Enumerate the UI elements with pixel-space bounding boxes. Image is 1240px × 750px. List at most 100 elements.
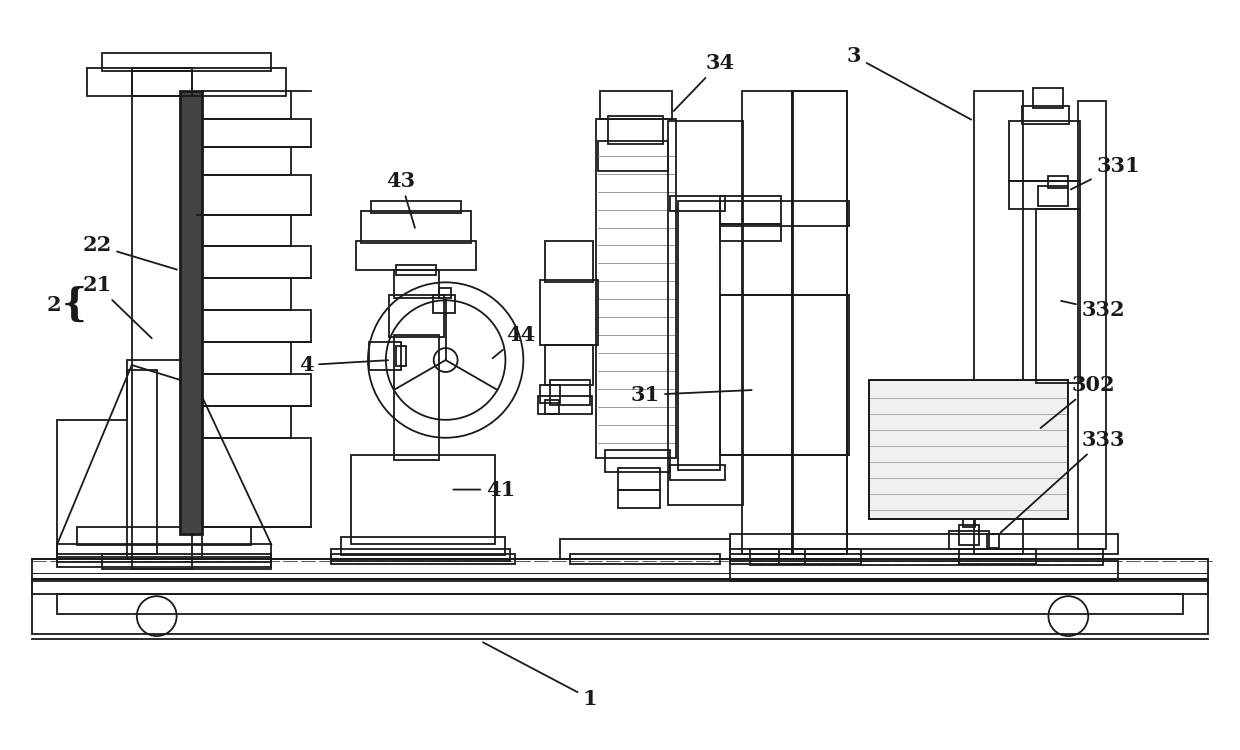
- Bar: [439, 288, 450, 298]
- Bar: [1033, 88, 1064, 108]
- Bar: [1037, 209, 1080, 383]
- Bar: [1048, 176, 1069, 188]
- Text: 3: 3: [847, 46, 971, 119]
- Bar: [729, 535, 1118, 554]
- Bar: [370, 342, 401, 370]
- Text: 332: 332: [1061, 300, 1125, 320]
- Bar: [1008, 181, 1080, 209]
- Bar: [546, 241, 593, 282]
- Bar: [32, 579, 1208, 634]
- Bar: [202, 310, 311, 342]
- Bar: [959, 526, 978, 545]
- Bar: [202, 214, 291, 247]
- Bar: [869, 380, 1069, 520]
- Bar: [792, 91, 847, 554]
- Bar: [729, 561, 1118, 581]
- Bar: [719, 201, 849, 226]
- Bar: [678, 201, 719, 470]
- Bar: [180, 91, 202, 535]
- Bar: [719, 224, 781, 242]
- Bar: [57, 557, 272, 567]
- Bar: [341, 538, 506, 555]
- Bar: [131, 68, 192, 96]
- Bar: [962, 520, 975, 527]
- Text: 41: 41: [454, 479, 515, 500]
- Bar: [869, 380, 1069, 520]
- Bar: [780, 549, 861, 564]
- Bar: [396, 346, 405, 366]
- Bar: [719, 296, 849, 454]
- Bar: [1022, 106, 1069, 124]
- Bar: [742, 91, 794, 554]
- Bar: [202, 147, 291, 175]
- Bar: [394, 271, 439, 298]
- Bar: [551, 380, 590, 405]
- Text: 31: 31: [630, 385, 751, 405]
- Bar: [570, 554, 719, 564]
- Text: 302: 302: [1040, 375, 1115, 428]
- Bar: [32, 560, 1208, 581]
- Bar: [396, 266, 435, 275]
- Bar: [202, 438, 311, 527]
- Bar: [394, 335, 439, 460]
- Bar: [433, 296, 455, 314]
- Bar: [541, 385, 560, 403]
- Bar: [792, 91, 847, 554]
- Bar: [202, 342, 291, 374]
- Bar: [131, 71, 192, 569]
- Bar: [546, 400, 559, 414]
- Bar: [538, 396, 593, 414]
- Bar: [202, 91, 291, 119]
- Bar: [361, 211, 470, 244]
- Bar: [126, 360, 202, 560]
- Text: 43: 43: [386, 171, 415, 228]
- Bar: [57, 594, 1183, 614]
- Bar: [202, 247, 311, 278]
- Bar: [102, 554, 272, 569]
- Bar: [202, 406, 291, 438]
- Bar: [987, 535, 998, 548]
- Text: 2: 2: [47, 296, 62, 315]
- Bar: [371, 201, 460, 212]
- Bar: [608, 116, 663, 144]
- Bar: [202, 175, 311, 214]
- Bar: [596, 119, 676, 457]
- Text: 4: 4: [299, 355, 388, 375]
- Bar: [389, 296, 444, 338]
- Text: 34: 34: [673, 53, 734, 111]
- Bar: [1008, 121, 1080, 181]
- Bar: [356, 241, 475, 271]
- Bar: [618, 468, 660, 490]
- Bar: [670, 196, 724, 211]
- Text: 1: 1: [482, 642, 598, 709]
- Bar: [560, 539, 729, 560]
- Bar: [719, 196, 781, 223]
- Bar: [331, 549, 511, 561]
- Text: 331: 331: [1071, 156, 1140, 190]
- Bar: [959, 549, 1037, 564]
- Bar: [600, 91, 672, 119]
- Bar: [973, 91, 1023, 554]
- Bar: [331, 554, 516, 564]
- Bar: [949, 532, 988, 549]
- Bar: [202, 119, 311, 147]
- Bar: [618, 490, 660, 508]
- Bar: [1079, 101, 1106, 549]
- Text: 333: 333: [1001, 430, 1125, 532]
- Bar: [541, 280, 598, 345]
- Text: {: {: [62, 286, 87, 324]
- Bar: [749, 549, 1104, 566]
- Bar: [87, 68, 286, 96]
- Bar: [605, 450, 670, 472]
- Bar: [668, 121, 743, 505]
- Bar: [546, 345, 593, 385]
- Bar: [77, 527, 252, 545]
- Bar: [670, 465, 724, 479]
- Bar: [598, 141, 668, 171]
- Text: 22: 22: [82, 236, 177, 269]
- Bar: [57, 544, 272, 562]
- Text: 21: 21: [82, 275, 151, 338]
- Bar: [202, 278, 291, 310]
- Bar: [32, 579, 1208, 594]
- Bar: [351, 454, 496, 544]
